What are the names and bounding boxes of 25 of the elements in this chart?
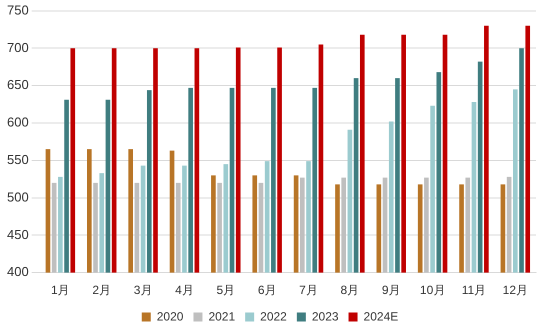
y-tick-label: 650 bbox=[6, 77, 29, 92]
y-tick-label: 450 bbox=[6, 226, 29, 242]
legend-label: 2023 bbox=[312, 309, 339, 324]
x-tick-label: 3月 bbox=[134, 283, 152, 298]
x-tick-label: 12月 bbox=[502, 283, 528, 298]
x-tick-label: 10月 bbox=[420, 283, 446, 298]
x-tick-label: 8月 bbox=[340, 283, 360, 298]
x-tick-label: 2月 bbox=[92, 283, 112, 298]
y-tick-label: 550 bbox=[6, 152, 29, 167]
x-tick-label: 4月 bbox=[175, 283, 194, 298]
y-tick-label: 500 bbox=[6, 189, 29, 204]
legend-label: 2024E bbox=[364, 309, 398, 324]
x-tick-label: 1月 bbox=[51, 283, 70, 298]
y-tick-label: 600 bbox=[6, 114, 29, 130]
x-tick-label: 9月 bbox=[382, 283, 401, 298]
x-tick-label: 11月 bbox=[462, 283, 486, 298]
x-tick-label: 5月 bbox=[216, 283, 236, 298]
legend-label: 2020 bbox=[156, 309, 184, 324]
y-tick-label: 700 bbox=[6, 40, 29, 55]
y-tick-label: 750 bbox=[6, 2, 29, 18]
x-tick-label: 6月 bbox=[258, 283, 277, 298]
legend-label: 2021 bbox=[208, 309, 236, 324]
y-tick-label: 400 bbox=[6, 264, 29, 280]
legend-label: 2022 bbox=[260, 309, 288, 324]
x-tick-label: 7月 bbox=[299, 283, 318, 298]
